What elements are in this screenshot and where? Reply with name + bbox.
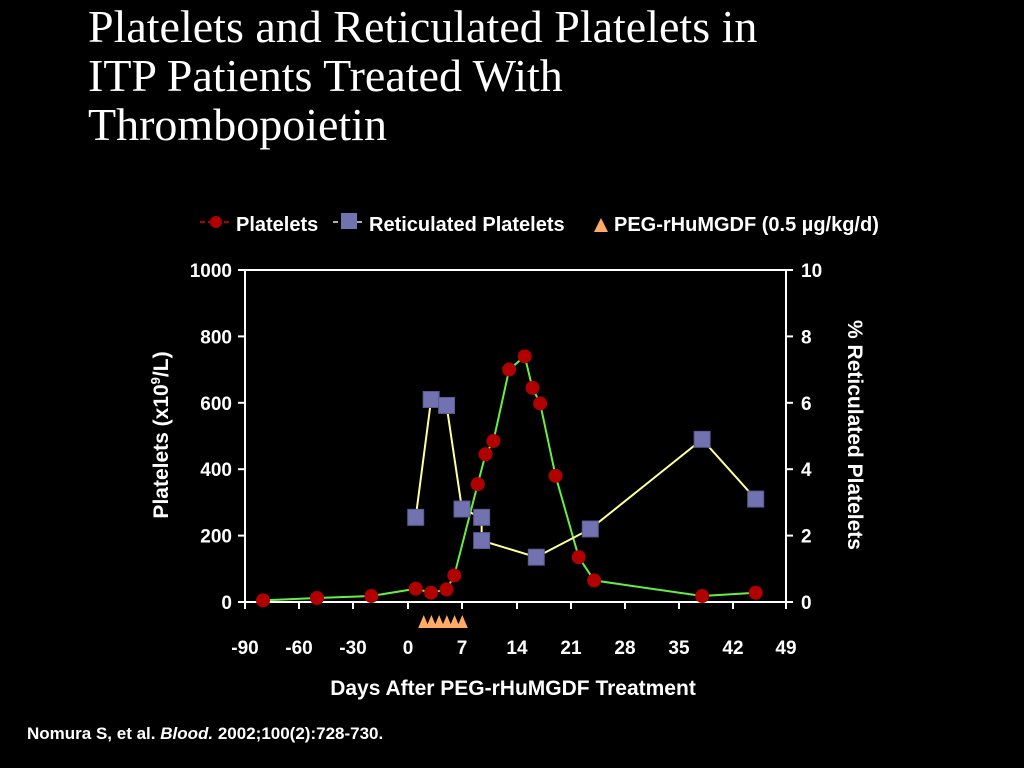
y-axis-left-title-suffix: /L) [150, 351, 173, 377]
y-right-tick-label: 10 [801, 261, 822, 282]
x-tick-label: 21 [560, 638, 582, 659]
y-left-tick-label: 200 [200, 527, 232, 548]
platelets-point [525, 380, 540, 395]
reticulated-platelets-point [527, 548, 545, 566]
platelets-point [486, 433, 501, 448]
y-right-tick-label: 8 [801, 327, 812, 348]
legend-reticulated-marker [341, 213, 357, 229]
y-left-tick-label: 1000 [190, 261, 232, 282]
platelets-point [517, 349, 532, 364]
platelets-point [502, 362, 517, 377]
platelets-point [478, 447, 493, 462]
platelets-line [262, 354, 756, 602]
citation-authors: Nomura S, et al. [27, 724, 156, 743]
platelets-point [587, 573, 602, 588]
title-line-2: ITP Patients Treated With [88, 50, 563, 101]
y-right-tick-label: 2 [801, 527, 812, 548]
platelets-point [695, 589, 710, 604]
axis-labels: Days After PEG-rHuMGDF Treatment Platele… [148, 320, 866, 700]
y-axis-left-title: Platelets (x109/L) [148, 351, 173, 518]
y-left-tick-label: 400 [200, 460, 232, 481]
platelets-point [256, 593, 270, 608]
reticulated-platelets-point [693, 430, 711, 448]
legend: Platelets Reticulated Platelets PEG-rHuMGD… [200, 213, 879, 236]
reticulated-platelets-point [407, 508, 425, 526]
reticulated-platelets-point [473, 532, 491, 550]
legend-reticulated-label: Reticulated Platelets [369, 214, 565, 236]
legend-treatment-label: PEG-rHuMGDF (0.5 µg/kg/d) [614, 214, 879, 236]
platelets-point [439, 582, 454, 597]
citation-details: 2002;100(2):728-730. [217, 724, 384, 743]
y-right-tick-label: 4 [801, 460, 812, 481]
y-right-tick-label: 0 [801, 593, 812, 614]
title-line-1: Platelets and Reticulated Platelets in [88, 1, 758, 52]
x-tick-label: -90 [231, 638, 258, 659]
series-markers [256, 349, 765, 628]
y-left-tick-label: 800 [200, 327, 232, 348]
legend-treatment-marker [594, 218, 608, 232]
x-tick-label: 28 [614, 638, 635, 659]
platelets-point [571, 550, 586, 565]
x-tick-label: 0 [403, 638, 414, 659]
y-axis-left-title-base: Platelets (x10 [150, 384, 173, 518]
platelets-point [533, 396, 548, 411]
y-left-tick-label: 0 [221, 593, 232, 614]
axes: 0 200 400 600 800 1000 0 2 4 6 8 10 -90 -60 -30 0 7 14 21 2… [190, 261, 822, 659]
x-tick-label: -30 [339, 638, 366, 659]
platelets-point [364, 589, 379, 604]
y-axis-right-title: % Reticulated Platelets [843, 320, 866, 550]
platelets-point [408, 581, 423, 596]
platelets-point [424, 585, 439, 600]
reticulated-platelets-point [422, 390, 440, 408]
x-tick-label: 14 [506, 638, 528, 659]
y-right-tick-label: 6 [801, 394, 812, 415]
reticulated-platelets-point [581, 520, 599, 538]
x-tick-label: 42 [722, 638, 743, 659]
citation: Nomura S, et al. Blood. 2002;100(2):728-… [27, 724, 383, 744]
platelets-point [310, 591, 324, 606]
platelets-point [447, 568, 462, 583]
treatment-triangle [449, 615, 461, 628]
citation-journal: Blood. [160, 724, 214, 743]
x-tick-label: -60 [285, 638, 312, 659]
reticulated-platelets-point [473, 508, 491, 526]
y-left-tick-label: 600 [200, 394, 232, 415]
x-tick-label: 35 [668, 638, 690, 659]
x-tick-label: 7 [457, 638, 468, 659]
platelets-point [470, 477, 485, 492]
reticulated-platelets-point [747, 490, 765, 508]
treatment-triangle [418, 615, 430, 628]
x-axis-title: Days After PEG-rHuMGDF Treatment [330, 677, 696, 700]
treatment-triangle [441, 615, 453, 628]
platelets-point [748, 585, 763, 600]
y-axis-left-title-sup: 9 [148, 377, 163, 384]
series-lines [262, 354, 757, 602]
treatment-triangle [433, 615, 445, 628]
treatment-triangle [456, 615, 468, 628]
legend-platelets-marker [210, 216, 222, 228]
platelets-point [548, 468, 563, 483]
title-line-3: Thrombopoietin [88, 99, 387, 150]
reticulated-platelets-point [438, 396, 456, 414]
slide-title: Platelets and Reticulated Platelets in I… [88, 2, 988, 149]
reticulated-platelets-point [453, 500, 471, 518]
legend-platelets-label: Platelets [236, 214, 318, 236]
treatment-triangle [425, 615, 437, 628]
x-tick-label: 49 [775, 638, 796, 659]
